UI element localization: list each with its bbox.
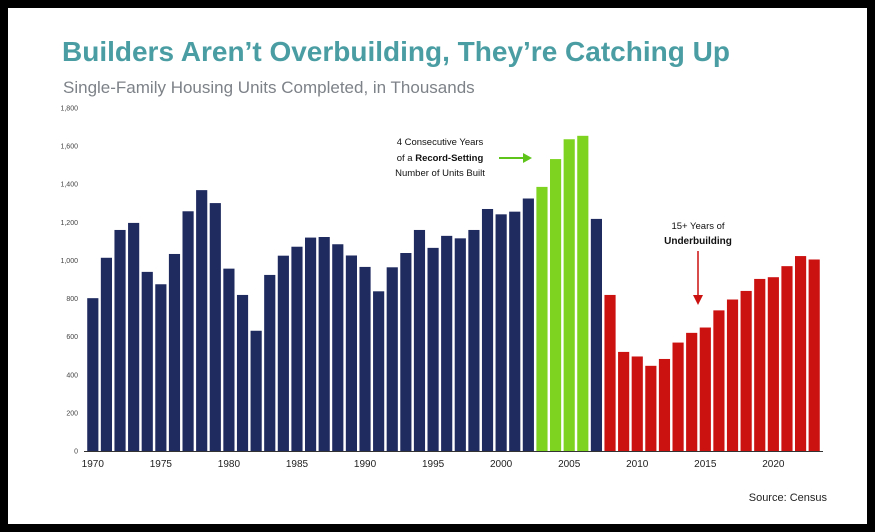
bar-1978 bbox=[196, 190, 208, 451]
y-tick-label: 1,800 bbox=[60, 106, 78, 113]
record-annotation-line2: of a Record-Setting bbox=[397, 153, 484, 164]
bar-2012 bbox=[658, 358, 671, 451]
chart-frame: Builders Aren’t Overbuilding, They’re Ca… bbox=[8, 8, 867, 524]
x-tick-label: 2000 bbox=[490, 459, 513, 470]
y-tick-label: 1,000 bbox=[60, 258, 78, 265]
y-tick-label: 400 bbox=[66, 372, 78, 379]
chart-title: Builders Aren’t Overbuilding, They’re Ca… bbox=[62, 36, 730, 67]
x-tick-label: 1980 bbox=[218, 459, 241, 470]
x-tick-label: 2015 bbox=[694, 459, 717, 470]
bar-2016 bbox=[713, 310, 725, 451]
bar-1995 bbox=[427, 247, 439, 451]
bar-1991 bbox=[373, 291, 385, 451]
underbuilding-annotation: 15+ Years of Underbuilding bbox=[664, 221, 732, 305]
bar-2001 bbox=[509, 211, 521, 451]
bar-2005 bbox=[563, 139, 575, 451]
x-tick-label: 2005 bbox=[558, 459, 581, 470]
y-tick-label: 1,200 bbox=[60, 220, 78, 227]
bar-1986 bbox=[305, 237, 317, 451]
bar-2021 bbox=[781, 266, 793, 451]
bar-1971 bbox=[100, 257, 112, 451]
record-annotation-line1: 4 Consecutive Years bbox=[397, 137, 484, 148]
bar-1977 bbox=[182, 211, 194, 451]
x-axis: 1970 1975 1980 1985 1990 1995 2000 2005 2010 2015… bbox=[82, 459, 785, 470]
bar-1980 bbox=[223, 268, 235, 451]
bar-1972 bbox=[114, 229, 126, 451]
bar-1996 bbox=[441, 235, 453, 451]
x-tick-label: 1975 bbox=[150, 459, 173, 470]
bar-1992 bbox=[386, 267, 398, 451]
bar-1976 bbox=[168, 253, 181, 451]
y-tick-label: 1,400 bbox=[60, 182, 78, 189]
bar-1989 bbox=[345, 255, 357, 451]
x-tick-label: 1970 bbox=[82, 459, 105, 470]
bar-1979 bbox=[209, 203, 221, 451]
bar-1975 bbox=[155, 284, 167, 451]
bar-2017 bbox=[726, 299, 739, 451]
bars bbox=[87, 135, 820, 451]
under-annotation-line2: Underbuilding bbox=[664, 236, 732, 247]
bar-1981 bbox=[236, 294, 249, 451]
x-tick-label: 1995 bbox=[422, 459, 445, 470]
bar-1987 bbox=[318, 237, 330, 451]
bar-1983 bbox=[264, 274, 276, 451]
y-tick-label: 200 bbox=[66, 410, 78, 417]
bar-1982 bbox=[250, 330, 262, 451]
bar-1999 bbox=[481, 208, 494, 451]
bar-2014 bbox=[686, 332, 698, 451]
bar-1985 bbox=[291, 246, 303, 451]
bar-2018 bbox=[740, 290, 752, 451]
chart-subtitle: Single-Family Housing Units Completed, i… bbox=[63, 78, 475, 97]
y-tick-label: 600 bbox=[66, 334, 78, 341]
bar-chart: 0 200 400 600 800 1,000 1,200 1,400 1,600 1,800 1… bbox=[60, 106, 823, 470]
bar-1988 bbox=[332, 244, 344, 451]
bar-1990 bbox=[359, 266, 371, 451]
y-tick-label: 0 bbox=[74, 449, 78, 456]
bar-2007 bbox=[590, 218, 602, 451]
record-annotation-line3: Number of Units Built bbox=[395, 168, 485, 179]
y-tick-label: 1,600 bbox=[60, 144, 78, 151]
under-arrow-head bbox=[693, 295, 703, 305]
bar-2020 bbox=[767, 277, 779, 451]
x-tick-label: 1985 bbox=[286, 459, 309, 470]
bar-1997 bbox=[454, 238, 466, 451]
bar-1994 bbox=[413, 229, 426, 451]
bar-2010 bbox=[631, 356, 643, 451]
record-arrow-head bbox=[523, 153, 532, 163]
x-tick-label: 2020 bbox=[762, 459, 785, 470]
bar-2022 bbox=[795, 256, 807, 451]
y-axis: 0 200 400 600 800 1,000 1,200 1,400 1,600 1,800 bbox=[60, 106, 78, 456]
bar-2011 bbox=[645, 365, 657, 451]
bar-2015 bbox=[699, 327, 711, 451]
bar-1998 bbox=[468, 229, 480, 451]
bar-1993 bbox=[400, 253, 412, 451]
record-annotation-line2-bold: Record-Setting bbox=[415, 153, 483, 164]
bar-2003 bbox=[536, 186, 548, 451]
bar-2009 bbox=[618, 351, 630, 451]
bar-1984 bbox=[277, 255, 289, 451]
bar-1970 bbox=[87, 298, 99, 451]
source-note: Source: Census bbox=[748, 492, 827, 504]
bar-2008 bbox=[604, 294, 616, 451]
bar-2019 bbox=[754, 278, 766, 451]
under-annotation-line1: 15+ Years of bbox=[671, 221, 724, 232]
bar-2006 bbox=[577, 135, 589, 451]
y-tick-label: 800 bbox=[66, 296, 78, 303]
x-tick-label: 1990 bbox=[354, 459, 377, 470]
bar-2004 bbox=[550, 159, 562, 451]
x-tick-label: 2010 bbox=[626, 459, 649, 470]
record-annotation-line2-pre: of a bbox=[397, 153, 416, 164]
bar-2023 bbox=[808, 259, 820, 451]
bar-2013 bbox=[672, 342, 684, 451]
bar-2002 bbox=[522, 198, 534, 451]
bar-1974 bbox=[141, 271, 153, 451]
bar-1973 bbox=[128, 222, 140, 451]
bar-2000 bbox=[495, 214, 507, 451]
record-annotation: 4 Consecutive Years of a Record-Setting … bbox=[395, 137, 532, 179]
